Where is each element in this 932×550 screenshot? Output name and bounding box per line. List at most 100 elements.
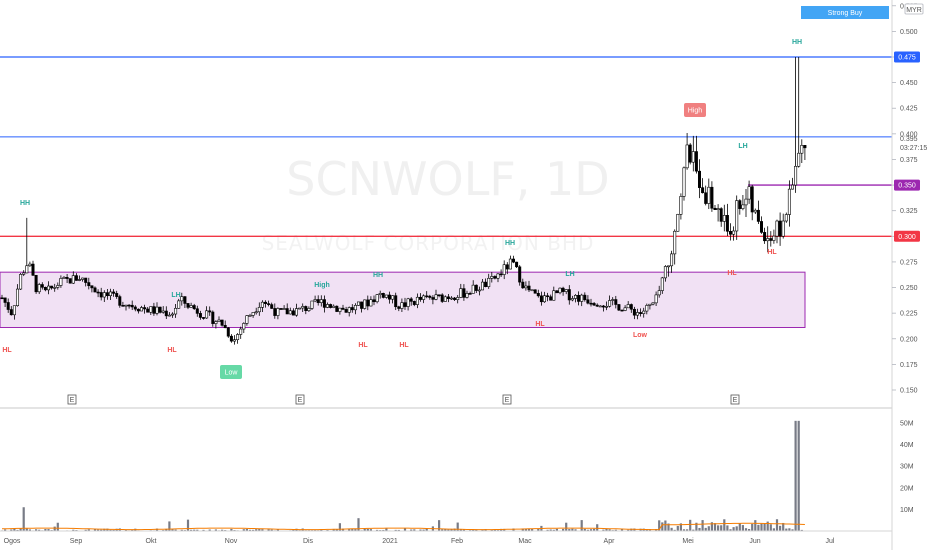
earnings-marker[interactable]: [730, 394, 740, 405]
candle-body: [580, 294, 584, 302]
candle-body: [766, 238, 770, 242]
candle-body: [440, 294, 444, 302]
candle-body: [183, 296, 187, 304]
candle-body: [753, 209, 757, 213]
candle-body: [422, 295, 426, 300]
candle-body: [694, 151, 698, 172]
time-tick-label: Feb: [451, 538, 463, 545]
candle-body: [161, 310, 165, 313]
volume-bar: [732, 527, 735, 531]
volume-bar: [757, 524, 760, 531]
candle-body: [747, 186, 751, 200]
candle-body: [670, 253, 674, 267]
candle-body: [685, 144, 689, 169]
candle-body: [192, 305, 196, 310]
volume-bar: [791, 529, 794, 531]
currency-badge[interactable]: [904, 3, 924, 15]
candle-body: [772, 235, 776, 241]
volume-bar: [403, 528, 407, 531]
volume-bar: [676, 525, 679, 531]
volume-bar: [630, 528, 633, 531]
candle-body: [608, 300, 612, 307]
candle-body: [465, 293, 469, 298]
volume-bar: [397, 529, 400, 531]
candle-body: [794, 165, 798, 186]
time-tick-label: Apr: [604, 538, 616, 545]
volume-bar: [276, 529, 279, 531]
pivot-label: HH: [505, 240, 515, 247]
volume-bar: [679, 523, 682, 531]
pivot-label: HL: [535, 321, 545, 328]
volume-bar: [658, 520, 661, 531]
volume-bar: [22, 507, 25, 531]
candle-body: [508, 258, 512, 270]
volume-bar: [385, 528, 388, 531]
currency-label: MYR: [906, 7, 922, 14]
volume-bar: [332, 529, 335, 531]
candle-body: [800, 145, 804, 154]
volume-bar: [537, 528, 540, 531]
volume-bar: [779, 525, 782, 531]
volume-bar: [354, 529, 357, 531]
time-tick-label: Sep: [70, 538, 83, 545]
volume-bar: [661, 522, 664, 531]
candle-body: [682, 167, 686, 197]
candle-body: [803, 145, 807, 149]
candle-body: [143, 307, 147, 310]
candle-body: [611, 299, 615, 301]
signal-label: Strong Buy: [828, 10, 863, 17]
volume-bar: [723, 519, 726, 531]
candle-body: [105, 292, 109, 297]
candle-body: [285, 308, 289, 315]
volume-bar: [586, 529, 589, 531]
volume-bar: [717, 525, 720, 531]
volume-bar: [754, 520, 757, 531]
volume-bar: [546, 529, 549, 531]
time-axis[interactable]: Ogos Sep Okt Nov Dis 2021 Feb Mac Apr Mei Jun Jul: [4, 538, 835, 545]
volume-bar: [202, 529, 205, 531]
candle-body: [270, 304, 274, 309]
candle-body: [267, 303, 271, 305]
candle-body: [211, 311, 215, 324]
volume-axis[interactable]: 50M 40M 30M 20M 10M: [900, 421, 914, 514]
volume-bar: [605, 529, 608, 531]
candle-body: [198, 313, 202, 318]
volume-bar: [775, 519, 779, 531]
earnings-marker[interactable]: [67, 394, 77, 405]
volume-bar: [190, 529, 193, 531]
candle-body: [542, 295, 546, 303]
earnings-marker-label: E: [70, 397, 75, 404]
candle-body: [68, 278, 72, 284]
volume-bar: [447, 529, 450, 531]
candle-body: [186, 303, 190, 308]
volume-bar: [369, 529, 372, 531]
candle-body: [657, 290, 661, 296]
candle-body: [515, 261, 519, 268]
candle-body: [205, 310, 209, 319]
volume-bar: [348, 529, 351, 531]
candle-body: [518, 266, 522, 283]
earnings-marker[interactable]: [295, 394, 305, 405]
volume-bar: [394, 529, 397, 531]
candle-body: [648, 303, 652, 306]
volume-bar: [112, 529, 115, 531]
volume-bar: [475, 529, 478, 531]
candle-body: [93, 287, 97, 293]
candle-body: [65, 277, 69, 279]
candle-body: [570, 298, 574, 301]
candle-body: [387, 294, 391, 300]
candle-body: [115, 293, 119, 297]
candle-body: [177, 300, 181, 309]
signal-badge[interactable]: [801, 6, 889, 19]
volume-bar: [682, 529, 686, 531]
volume-bar: [574, 529, 577, 531]
volume-bar: [620, 529, 624, 531]
candle-body: [499, 273, 503, 276]
volume-bar: [472, 529, 475, 531]
candle-body: [220, 319, 224, 326]
candle-body: [19, 274, 23, 290]
earnings-marker[interactable]: [502, 394, 512, 405]
pivot-label: HL: [358, 342, 368, 349]
